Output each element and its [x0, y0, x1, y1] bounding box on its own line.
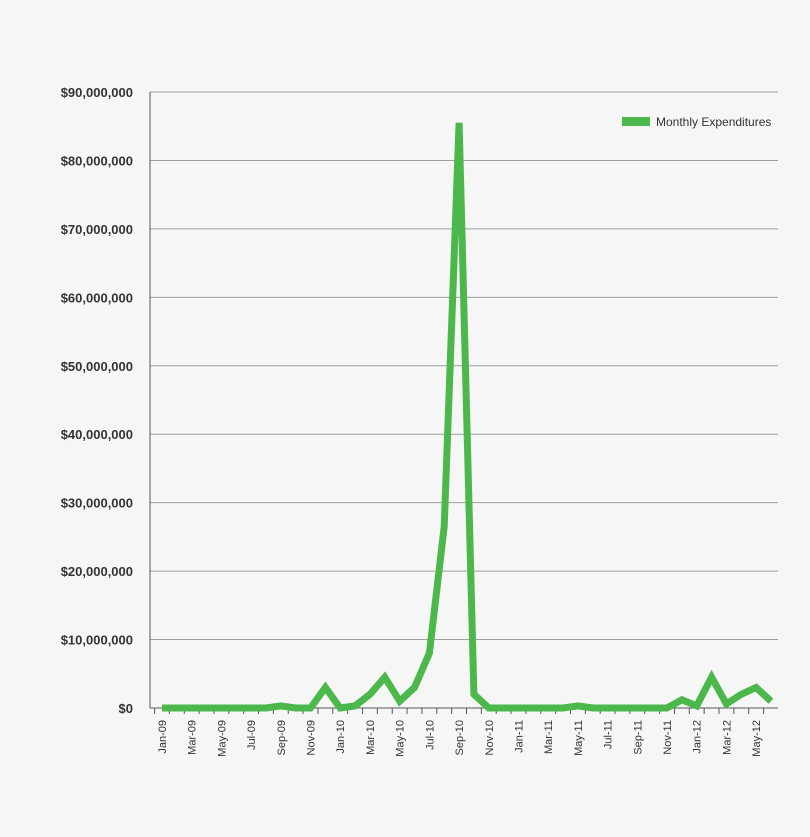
x-tick-label: Jul-10 [424, 720, 436, 750]
x-tick-label: May-11 [573, 720, 585, 756]
x-tick-label: May-09 [216, 720, 228, 757]
x-tick-label: Jul-11 [603, 720, 615, 749]
y-tick-label: $70,000,000 [61, 222, 133, 237]
x-tick-label: Jan-09 [157, 720, 169, 754]
x-tick-label: Nov-11 [662, 720, 674, 755]
y-tick-label: $40,000,000 [61, 427, 133, 442]
x-tick-label: Mar-12 [721, 720, 733, 755]
x-tick-label: Nov-09 [306, 720, 318, 755]
series-line-monthly-expenditures [162, 122, 774, 712]
legend-swatch [622, 117, 650, 126]
legend-label-monthly-expenditures: Monthly Expenditures [656, 115, 771, 129]
y-tick-label: $80,000,000 [61, 153, 133, 168]
series-layer [161, 122, 774, 712]
y-tick-label: $10,000,000 [61, 633, 133, 648]
y-tick-label: $90,000,000 [61, 85, 133, 100]
y-axis: $0 $10,000,000 $20,000,000 $30,000,000 $40,0… [61, 85, 151, 716]
legend[interactable]: Monthly Expenditures [622, 115, 771, 129]
x-tick-label: Sep-11 [632, 720, 644, 755]
x-tick-label: Mar-11 [543, 720, 555, 754]
x-tick-label: Jan-11 [513, 720, 525, 753]
y-tick-label: $50,000,000 [61, 359, 133, 374]
y-tick-label: $20,000,000 [61, 564, 133, 579]
x-tick-label: Sep-10 [454, 720, 466, 755]
x-tick-label: Mar-09 [187, 720, 199, 755]
x-tick-label: May-12 [751, 720, 763, 757]
x-tick-label: May-10 [395, 720, 407, 757]
x-tick-label: Mar-10 [365, 720, 377, 755]
x-tick-label: Jan-10 [335, 720, 347, 754]
x-tick-label: Jan-12 [692, 720, 704, 754]
x-axis: Jan-09 Mar-09 May-09 Jul-09 Sep-09 Nov-09 Jan-… [154, 708, 765, 757]
y-tick-label: $30,000,000 [61, 496, 133, 511]
x-tick-label: Jul-09 [246, 720, 258, 750]
x-tick-label: Sep-09 [276, 720, 288, 755]
x-tick-label: Nov-10 [484, 720, 496, 755]
y-tick-label: $0 [119, 701, 133, 716]
y-tick-label: $60,000,000 [61, 290, 133, 305]
